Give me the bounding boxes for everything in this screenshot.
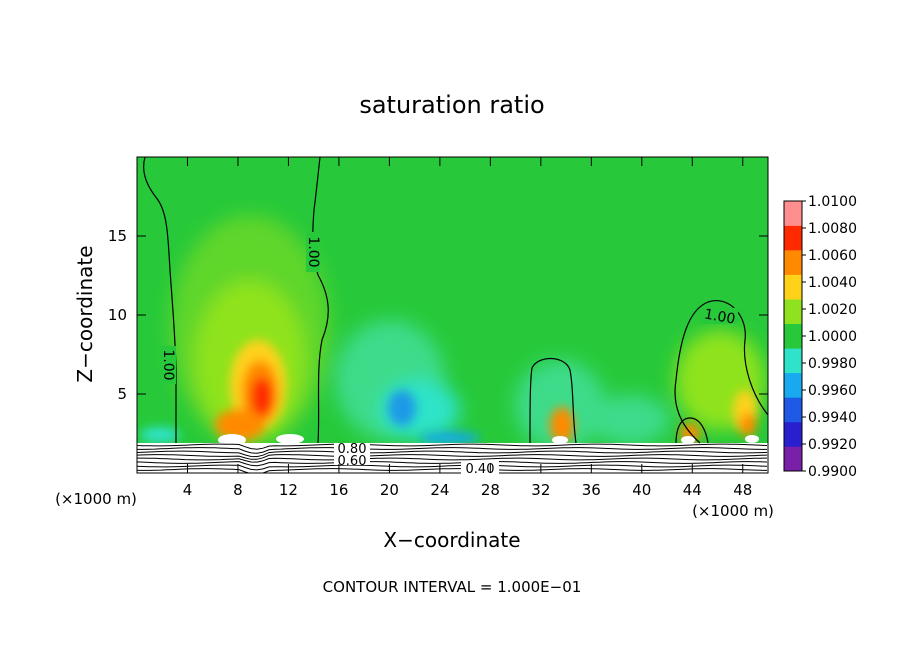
colorbar-label: 1.0100 (808, 194, 857, 210)
lower-contour-line (137, 468, 768, 473)
field-blobs-core (140, 340, 757, 444)
colorbar-label: 1.0000 (808, 329, 857, 345)
x-axis-ticks: 4 8 12 16 20 24 28 32 36 40 44 48 (183, 157, 752, 499)
lower-contour-line (137, 450, 768, 458)
contour-lines-1-00 (143, 157, 768, 444)
colorbar-swatch (784, 446, 802, 472)
contour-label-left: 1.00 (160, 349, 176, 380)
y-axis-ticks: 5 10 15 (108, 227, 768, 403)
plot-field (137, 157, 768, 473)
x-tick-label: 8 (233, 481, 243, 499)
colorbar-label: 1.0080 (808, 221, 857, 237)
colorbar-label: 1.0020 (808, 302, 857, 318)
x-tick-label: 28 (481, 481, 500, 499)
colorbar-swatch (784, 348, 802, 374)
colorbar-label: 0.9900 (808, 464, 857, 480)
contour-label-backgrounds (160, 232, 738, 384)
contour-line-dome-32 (529, 357, 577, 444)
colorbar-label: 0.9920 (808, 437, 857, 453)
contour-line-dome-44 (675, 417, 709, 444)
x-tick-label: 48 (733, 481, 752, 499)
lower-label-background (334, 443, 370, 465)
colorbar: 1.0100 1.0080 1.0060 1.0040 1.0020 1.0000 0.99… (783, 194, 857, 480)
x-unit-right: (×1000 m) (692, 502, 774, 520)
field-blobs-soft (170, 215, 765, 450)
x-tick-label: 32 (531, 481, 550, 499)
field-surface-highlights (218, 434, 759, 446)
colorbar-label: 1.0040 (808, 275, 857, 291)
contour-interval-note: CONTOUR INTERVAL = 1.000E−01 (323, 578, 582, 596)
colorbar-swatch (784, 421, 802, 447)
lower-label-background-2 (461, 461, 499, 474)
colorbar-swatch (784, 225, 802, 251)
x-tick-label: 36 (582, 481, 601, 499)
colorbar-swatch (784, 323, 802, 349)
colorbar-swatch (784, 201, 802, 226)
x-tick-label: 16 (329, 481, 348, 499)
x-tick-label: 44 (683, 481, 702, 499)
colorbar-swatch (784, 299, 802, 325)
lower-contour-line (137, 461, 768, 467)
colorbar-label: 0.9980 (808, 356, 857, 372)
lower-contour-line (137, 454, 768, 460)
colorbar-swatch (784, 274, 802, 300)
colorbar-label: 0.9960 (808, 383, 857, 399)
lower-contour-line (137, 447, 767, 454)
chart-title: saturation ratio (359, 91, 544, 119)
contour-line-left (143, 157, 177, 443)
contour-label-right: 1.00 (703, 306, 736, 327)
colorbar-swatch (784, 250, 802, 275)
colorbar-label: 0.9940 (808, 410, 857, 426)
x-axis-label: X−coordinate (383, 528, 520, 552)
y-tick-label: 5 (117, 385, 127, 403)
contour-line-right (674, 300, 768, 444)
x-tick-label: 40 (632, 481, 651, 499)
contour-label-center: 1.00 (305, 236, 321, 267)
y-tick-label: 10 (108, 306, 127, 324)
colorbar-label: 1.0060 (808, 248, 857, 264)
x-tick-label: 4 (183, 481, 193, 499)
contour-label-0-80: 0.80 (338, 442, 367, 457)
contour-label-0-60: 0.60 (338, 454, 367, 469)
x-tick-label: 20 (380, 481, 399, 499)
colorbar-swatch (784, 397, 802, 423)
lower-contour-line (137, 457, 768, 463)
contour-label-0-40: 0.40 (466, 462, 495, 477)
lower-contour-line (137, 464, 768, 471)
y-axis-label: Z−coordinate (73, 245, 97, 382)
x-tick-label: 12 (279, 481, 298, 499)
lower-contour-lines (137, 443, 768, 473)
colorbar-swatch (784, 372, 802, 398)
x-unit-left: (×1000 m) (55, 490, 137, 508)
y-tick-label: 15 (108, 227, 127, 245)
x-tick-label: 24 (430, 481, 449, 499)
contour-line-center (312, 157, 329, 444)
lower-contour-line (137, 443, 768, 450)
